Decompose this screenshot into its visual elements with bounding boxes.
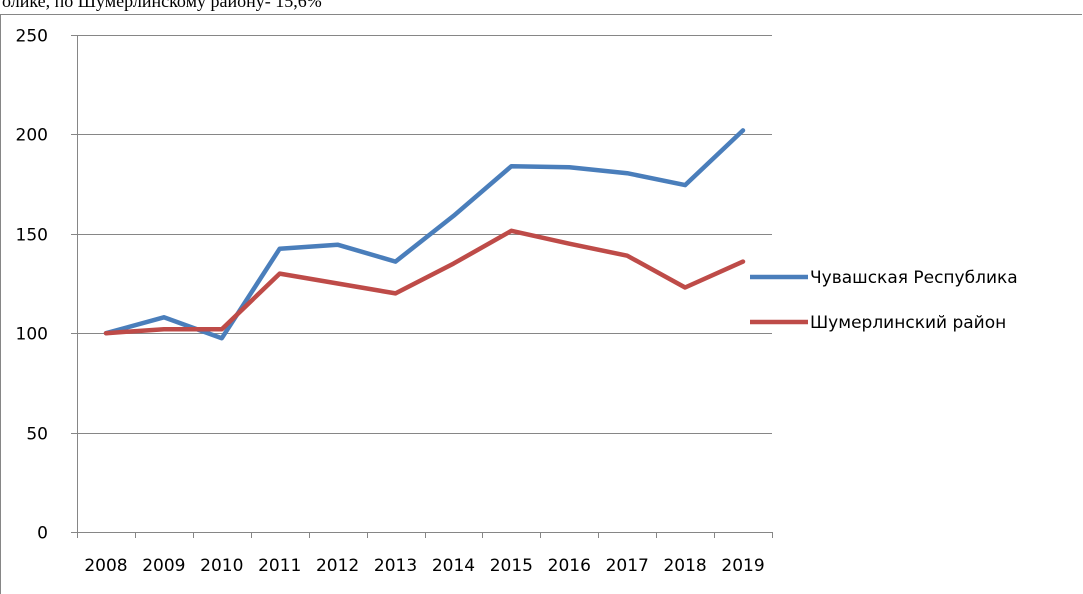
y-tick-label: 50 xyxy=(26,425,48,445)
x-tick-label: 2008 xyxy=(84,556,127,576)
x-tick-label: 2016 xyxy=(548,556,591,576)
gridlines xyxy=(77,36,772,434)
legend-label: Шумерлинский район xyxy=(810,313,1006,333)
legend-label: Чувашская Республика xyxy=(810,268,1018,288)
legend: Чувашская Республика Шумерлинский район xyxy=(750,268,1018,333)
line-chart: 0 50 100 150 200 250 2008 2009 2010 2011 2012 2013… xyxy=(0,0,1083,581)
x-tick-label: 2011 xyxy=(258,556,301,576)
y-tick-label: 200 xyxy=(16,126,48,146)
x-tick-label: 2014 xyxy=(432,556,475,576)
x-tick-label: 2012 xyxy=(316,556,359,576)
y-tick-label: 0 xyxy=(37,524,48,544)
x-axis: 2008 2009 2010 2011 2012 2013 2014 2015 2016 2017… xyxy=(77,532,773,576)
x-tick-label: 2010 xyxy=(200,556,243,576)
series-line-2 xyxy=(106,231,743,333)
x-tick-label: 2009 xyxy=(142,556,185,576)
legend-item: Шумерлинский район xyxy=(750,313,1006,333)
x-tick-label: 2018 xyxy=(663,556,706,576)
y-tick-label: 100 xyxy=(16,325,48,345)
y-tick-label: 250 xyxy=(16,27,48,47)
x-tick-label: 2015 xyxy=(490,556,533,576)
y-tick-label: 150 xyxy=(16,226,48,246)
x-tick-label: 2017 xyxy=(606,556,649,576)
x-tick-label: 2013 xyxy=(374,556,417,576)
legend-item: Чувашская Республика xyxy=(750,268,1018,288)
y-axis: 0 50 100 150 200 250 xyxy=(16,27,78,544)
x-tick-label: 2019 xyxy=(721,556,764,576)
